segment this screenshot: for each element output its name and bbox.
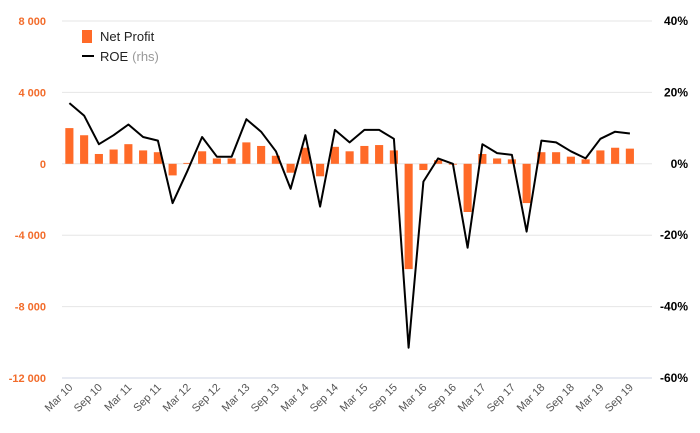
- net-profit-bar: [242, 142, 251, 164]
- net-profit-bar: [581, 159, 590, 164]
- x-tick-label: Sep 14: [308, 382, 341, 415]
- x-tick-label: Mar 16: [397, 382, 430, 415]
- left-y-tick-label: 8 000: [18, 16, 46, 28]
- net-profit-bar: [404, 163, 413, 270]
- net-profit-bar: [139, 150, 148, 164]
- x-tick-label: Sep 10: [72, 382, 105, 415]
- x-tick-label: Sep 18: [544, 382, 577, 415]
- net-profit-bar: [183, 162, 192, 164]
- net-profit-bar: [389, 150, 398, 164]
- left-y-tick-label: 0: [40, 159, 46, 171]
- net-profit-swatch: [82, 29, 92, 43]
- right-y-axis: 40% 20% 0% -20% -40% -60%: [660, 14, 688, 385]
- x-tick-label: Sep 15: [367, 382, 400, 415]
- x-tick-label: Sep 12: [190, 382, 223, 415]
- x-tick-label: Sep 13: [249, 382, 282, 415]
- grid-lines: [62, 20, 652, 379]
- right-y-tick-label: 0%: [671, 157, 689, 171]
- x-tick-label: Mar 13: [220, 382, 253, 415]
- legend-label-roe: ROE: [100, 48, 129, 64]
- net-profit-bar: [316, 163, 325, 177]
- left-y-tick-label: 4 000: [18, 87, 46, 99]
- right-y-tick-label: -20%: [660, 228, 688, 242]
- x-tick-label: Mar 12: [161, 382, 194, 415]
- x-tick-label: Mar 19: [574, 382, 607, 415]
- net-profit-bar: [360, 145, 369, 164]
- x-tick-label: Mar 14: [279, 382, 312, 415]
- net-profit-bar: [227, 158, 236, 164]
- net-profit-bar: [507, 159, 516, 164]
- x-tick-label: Mar 11: [102, 382, 134, 414]
- net-profit-bar: [257, 145, 266, 164]
- x-tick-label: Sep 11: [131, 382, 164, 415]
- legend: Net Profit ROE (rhs): [82, 26, 159, 66]
- net-profit-bar: [419, 163, 428, 171]
- roe-line: [68, 102, 631, 349]
- net-profit-bar: [611, 147, 620, 164]
- net-profit-bar: [286, 163, 295, 173]
- right-y-tick-label: -40%: [660, 300, 688, 314]
- legend-label-net-profit: Net Profit: [100, 28, 155, 44]
- net-profit-bar: [493, 158, 502, 164]
- net-profit-bar: [478, 153, 487, 164]
- roe-swatch: [82, 55, 94, 57]
- right-y-tick-label: 40%: [664, 14, 688, 28]
- legend-note-rhs: (rhs): [132, 48, 159, 64]
- net-profit-bar: [537, 152, 546, 164]
- net-profit-bars: [65, 128, 634, 270]
- net-profit-bar: [596, 150, 605, 164]
- legend-item-net-profit[interactable]: Net Profit: [82, 26, 159, 46]
- right-y-tick-label: 20%: [664, 85, 688, 99]
- x-tick-label: Mar 18: [515, 382, 548, 415]
- x-tick-label: Sep 17: [485, 382, 518, 415]
- left-y-tick-label: -12 000: [9, 373, 46, 385]
- net-profit-bar: [625, 148, 634, 164]
- x-tick-label: Mar 17: [456, 382, 489, 415]
- net-profit-bar: [301, 147, 310, 164]
- net-profit-bar: [375, 145, 384, 164]
- net-profit-bar: [345, 151, 354, 164]
- net-profit-bar: [153, 152, 162, 164]
- left-y-tick-label: -4 000: [15, 230, 46, 242]
- net-profit-bar: [552, 152, 561, 164]
- net-profit-bar: [198, 151, 207, 164]
- net-profit-bar: [434, 160, 443, 164]
- x-tick-label: Sep 19: [603, 382, 636, 415]
- legend-item-roe[interactable]: ROE (rhs): [82, 46, 159, 66]
- net-profit-bar: [212, 158, 221, 164]
- net-profit-bar: [168, 163, 177, 176]
- net-profit-bar: [522, 163, 531, 204]
- x-tick-label: Sep 16: [426, 382, 459, 415]
- left-y-axis: 8 000 4 000 0 -4 000 -8 000 -12 000: [9, 16, 46, 385]
- x-tick-label: Mar 10: [43, 382, 76, 415]
- net-profit-bar: [566, 156, 575, 164]
- net-profit-bar: [463, 163, 472, 212]
- x-tick-label: Mar 15: [338, 382, 371, 415]
- net-profit-bar: [271, 155, 280, 164]
- net-profit-bar: [124, 144, 133, 164]
- roe-line-group: [68, 102, 631, 349]
- right-y-tick-label: -60%: [660, 371, 688, 385]
- left-y-tick-label: -8 000: [15, 302, 46, 314]
- net-profit-bar: [65, 128, 74, 164]
- net-profit-bar: [330, 146, 339, 164]
- net-profit-bar: [94, 153, 103, 164]
- net-profit-bar: [80, 135, 89, 164]
- net-profit-bar: [109, 149, 118, 164]
